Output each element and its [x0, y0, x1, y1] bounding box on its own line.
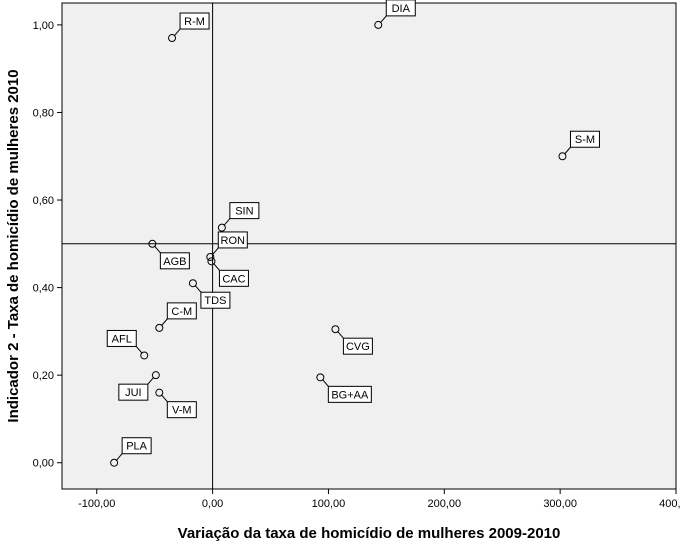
point-afl: AFL: [106, 329, 149, 360]
point-jui: JUI: [118, 371, 160, 401]
x-axis-title: Variação da taxa de homicídio de mulhere…: [178, 525, 561, 542]
point-label: JUI: [125, 387, 142, 399]
point-label: V-M: [172, 405, 192, 417]
label-leader: [223, 218, 231, 226]
label-leader: [115, 453, 123, 462]
label-box: [218, 269, 249, 287]
label-box: [106, 329, 137, 347]
point-label: BG+AA: [331, 389, 369, 401]
label-leader: [211, 247, 219, 256]
label-leader: [194, 284, 202, 293]
point-marker: [148, 239, 157, 248]
point-marker: [558, 152, 567, 161]
label-box: [166, 401, 197, 419]
label-box: [200, 291, 231, 309]
point-label: SIN: [235, 206, 253, 218]
point-cvg: CVG: [331, 325, 373, 355]
point-marker: [217, 223, 226, 232]
point-s-m: S-M: [558, 130, 600, 161]
point-label: RON: [221, 235, 246, 247]
label-leader: [135, 346, 143, 354]
point-marker: [207, 257, 216, 266]
data-points: R-M DIA S-M SIN AGB RON CAC TDS C-M CVG AFL JUI V-M B…: [106, 0, 600, 467]
point-marker: [206, 252, 215, 261]
label-box: [327, 385, 372, 403]
label-leader: [160, 318, 168, 327]
point-c-m: C-M: [155, 302, 197, 332]
point-marker: [151, 371, 160, 380]
point-label: R-M: [184, 16, 205, 28]
point-label: AGB: [163, 256, 186, 268]
label-leader: [379, 15, 387, 24]
y-tick-label: 1,00: [33, 20, 54, 32]
label-leader: [160, 394, 168, 403]
label-box: [217, 231, 248, 249]
point-marker: [374, 20, 383, 29]
x-axis-ticks: -100,00 0,00 100,00 200,00 300,00 400,00: [78, 489, 680, 510]
label-leader: [337, 330, 344, 339]
point-label: C-M: [171, 306, 192, 318]
label-box: [159, 252, 190, 270]
y-axis-title: Indicador 2 - Taxa de homicídio de mulhe…: [5, 69, 22, 422]
label-leader: [564, 146, 571, 155]
point-label: PLA: [126, 441, 147, 453]
point-label: S-M: [575, 134, 595, 146]
point-label: TDS: [204, 295, 226, 307]
label-leader: [213, 262, 220, 271]
label-leader: [147, 376, 155, 385]
y-axis-ticks: 0,00 0,20 0,40 0,60 0,80 1,00: [33, 20, 62, 470]
label-box: [166, 302, 197, 320]
point-pla: PLA: [110, 437, 152, 467]
label-box: [342, 337, 373, 355]
x-tick-label: 400,00: [659, 498, 680, 510]
label-box: [569, 130, 600, 148]
y-tick-label: 0,00: [33, 458, 54, 470]
label-box: [118, 383, 149, 401]
y-tick-label: 0,80: [33, 107, 54, 119]
point-marker: [155, 388, 164, 397]
point-marker: [316, 373, 325, 382]
point-sin: SIN: [217, 202, 260, 232]
label-leader: [173, 28, 181, 37]
point-agb: AGB: [148, 239, 190, 270]
point-r-m: R-M: [168, 12, 210, 43]
point-marker: [188, 279, 197, 288]
y-tick-label: 0,20: [33, 370, 54, 382]
x-tick-label: 200,00: [427, 498, 461, 510]
y-tick-label: 0,60: [33, 195, 54, 207]
point-marker: [168, 34, 177, 43]
point-label: CVG: [346, 341, 370, 353]
point-marker: [140, 351, 149, 360]
point-label: DIA: [392, 3, 411, 15]
point-marker: [110, 458, 119, 467]
point-tds: TDS: [188, 279, 231, 309]
label-box: [121, 437, 152, 455]
point-dia: DIA: [374, 0, 416, 29]
point-marker: [331, 325, 340, 334]
x-tick-label: 300,00: [543, 498, 577, 510]
label-box: [385, 0, 416, 17]
x-tick-label: 100,00: [312, 498, 346, 510]
point-bg+aa: BG+AA: [316, 373, 372, 403]
x-tick-label: -100,00: [78, 498, 115, 510]
y-tick-label: 0,40: [33, 283, 54, 295]
plot-area: [61, 2, 677, 490]
point-v-m: V-M: [155, 388, 197, 419]
point-ron: RON: [206, 231, 248, 261]
label-box: [179, 12, 210, 30]
point-label: AFL: [112, 333, 132, 345]
point-marker: [155, 323, 164, 332]
label-box: [229, 202, 260, 220]
label-leader: [153, 245, 161, 254]
label-leader: [321, 379, 329, 387]
point-cac: CAC: [207, 257, 249, 287]
point-label: CAC: [222, 273, 245, 285]
x-tick-label: 0,00: [202, 498, 223, 510]
